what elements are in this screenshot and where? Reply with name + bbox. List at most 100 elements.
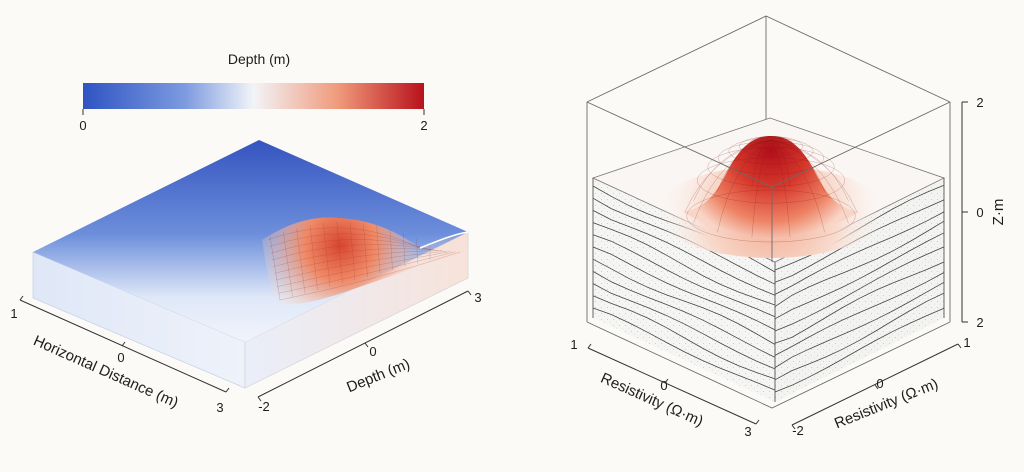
dome-mesh-ring [760,137,782,145]
dome-mesh-meridian [717,139,772,192]
dome-mesh-meridian [770,139,791,187]
layer-line-right [774,281,945,368]
y-tick-label: 3 [474,290,481,305]
hill-mesh-line [271,244,434,261]
box-top-front-right [771,101,951,188]
hill-mesh-line [389,229,393,271]
x-tick-label: 1 [570,337,577,352]
layer-line-right [774,261,945,344]
colorbar-gradient [83,83,424,109]
hill-mesh-line [267,227,421,249]
x-axis-tick [121,341,126,347]
colorbar: Depth (m) 0 2 [79,51,427,133]
dome-mesh-meridian [770,139,849,201]
hill-mesh-line [323,223,331,287]
dome-mesh-meridian [770,139,825,233]
surface-right-rim [419,231,469,249]
dome-mesh-ring [728,137,814,165]
y-tick-label: 1 [963,335,970,350]
y-axis-tick [257,396,262,402]
y-axis-tick [467,290,472,296]
colorbar-max-label: 2 [420,118,427,133]
dome-mesh [684,136,858,243]
layer-line-right [774,220,945,307]
box-top-front-left [586,101,773,188]
x-tick-label: 0 [117,350,124,365]
x-axis-line [19,299,227,393]
layer-line-left [592,210,776,296]
x-axis-tick [19,295,24,301]
y-axis-line [257,290,469,398]
colorbar-min-label: 0 [79,118,86,133]
y-tick-label: 0 [876,376,883,391]
hill-mesh-line [269,233,425,249]
right-chart: 2 0 2 Z·m 1 0 3 Resistivity (Ω·m) 1 0 -2… [570,15,1007,439]
surface-hill [262,217,468,304]
x-tick-label: 0 [660,378,667,393]
layer-line-right [774,211,945,295]
hill-mesh-line [416,238,418,264]
hill-mesh-line [403,233,406,267]
hill-mesh-line [336,221,343,284]
y-axis-label: Depth (m) [344,355,412,396]
hill-mesh-line [349,221,356,281]
z-tick-label: 2 [976,95,983,110]
hill-mesh [267,221,461,301]
z-axis-label: Z·m [990,199,1007,226]
box-bottom-edges [586,321,951,409]
layer-line-left [592,222,776,306]
hill-mesh-line [279,251,461,301]
y-axis-label: Resistivity (Ω·m) [832,375,941,432]
dome-mesh-ring [718,141,824,175]
hill-mesh-line [376,225,381,274]
hill-mesh-line [275,250,447,281]
layer-line-left [592,258,776,345]
x-tick-label: 3 [744,424,751,439]
layer-block [591,117,946,402]
hill-mesh-line [273,248,438,267]
surface-block [32,140,469,389]
bounding-box-back [586,15,951,322]
hill-mesh-line [363,223,368,277]
y-axis-line [791,343,959,426]
dome-mesh-meridian [751,139,772,238]
layer-line-left [592,295,776,380]
dome-mesh-ring [749,136,793,150]
y-axis-tick [791,424,796,430]
block-right-dots [775,178,944,402]
layer-line-right [774,292,945,381]
y-axis-tick [364,342,369,348]
dome-mesh-meridian [770,139,825,192]
box-top-back-edges [586,15,951,103]
dome-mesh-meridian [751,139,772,187]
dome-mesh-meridian [770,139,858,213]
layer-line-left [592,234,776,318]
colorbar-title: Depth (m) [228,51,290,67]
y-axis-tick [874,384,879,390]
hill-mesh-line [309,225,318,291]
z-tick-label: 0 [976,205,983,220]
layer-line-left [592,283,776,370]
dome-mesh-meridian [770,139,791,238]
z-tick-label: 2 [976,315,983,330]
surface-top [33,140,468,342]
layer-lines [592,184,945,393]
block-left-dots [593,178,775,402]
hill-mesh-line [278,251,456,294]
layer-line-left [592,246,776,331]
hill-mesh-line [269,235,281,301]
y-axis-tick [957,343,962,349]
hill-mesh-line [296,228,306,294]
x-axis-tick [664,378,669,384]
right-z-axis: 2 0 2 Z·m [961,95,1007,330]
x-tick-label: 1 [10,306,17,321]
hill-mesh-line [274,250,443,274]
dome-mesh-ring [686,189,856,243]
x-axis-tick [755,419,760,425]
layer-line-right [774,232,945,320]
x-axis-line [587,347,757,425]
x-tick-label: 3 [216,400,223,415]
dome-mesh-ring [739,136,803,157]
surface-dome [683,136,859,240]
